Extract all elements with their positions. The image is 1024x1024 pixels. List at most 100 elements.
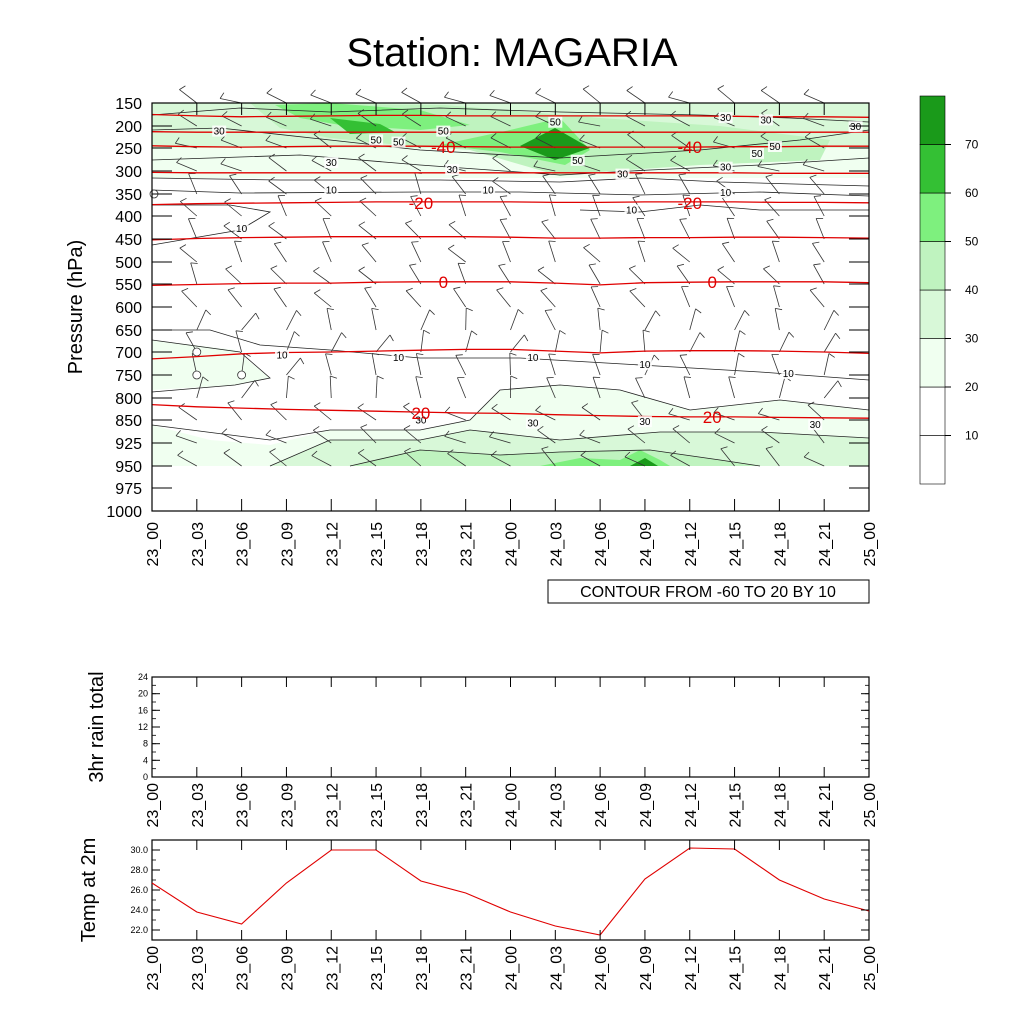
time-tick-label: 23_12	[324, 522, 341, 567]
colorbar-segment	[919, 289, 946, 339]
time-tick-label: 24_06	[593, 522, 610, 567]
wind-barb-flag	[492, 154, 499, 159]
contour-20-a	[151, 177, 870, 187]
time-tick-label: 23_18	[414, 522, 431, 567]
wind-barb-flag	[294, 331, 300, 337]
wind-barb-flag	[716, 176, 723, 182]
colorbar-segment	[919, 144, 946, 194]
pressure-axis: 1502002503003504004505005506006507007508…	[106, 96, 869, 521]
contour-label-bg	[369, 134, 384, 146]
wind-barb-shaft	[578, 121, 601, 127]
wind-barb-flag	[444, 406, 451, 413]
wind-barb-flag	[255, 312, 260, 320]
temperature-contour-label: 20	[411, 404, 430, 423]
wind-barb-flag	[223, 221, 231, 227]
contour-info-label: CONTOUR FROM -60 TO 20 BY 10	[580, 584, 836, 601]
wind-barb-flag	[833, 310, 839, 316]
time-tick-label: 25_00	[862, 946, 879, 991]
humidity-contour-label: 10	[483, 186, 495, 197]
pressure-tick-label: 700	[115, 345, 142, 362]
time-tick-label: 24_00	[504, 522, 521, 567]
wind-barb-flag	[803, 89, 810, 95]
wind-barb-shaft	[229, 175, 242, 195]
contour-label-bg	[525, 417, 540, 429]
wind-barb-flag	[221, 428, 228, 434]
wind-barb-shaft	[445, 411, 466, 421]
colorbar-segment	[919, 192, 946, 242]
contour-label-bg	[445, 164, 460, 175]
wind-barb-flag	[722, 241, 730, 245]
wind-barb-flag	[545, 309, 553, 311]
contour-label-bg	[718, 112, 733, 124]
time-tick-label: 23_09	[279, 783, 296, 828]
wind-barb-flag	[443, 159, 449, 167]
humidity-contour-label: 30	[326, 158, 338, 169]
wind-barb-flag	[581, 403, 589, 408]
wind-barb-flag	[268, 221, 275, 227]
wind-barb-shaft	[371, 308, 377, 331]
wind-barb-flag	[447, 244, 455, 250]
wind-barb-shaft	[535, 92, 556, 104]
pressure-tick-label: 500	[115, 255, 142, 272]
wind-barb-flag	[625, 110, 632, 117]
wind-barb-shaft	[496, 289, 511, 308]
wind-barb-flag	[632, 195, 640, 199]
wind-barb-flag	[269, 448, 276, 453]
humidity-contour-label: 50	[751, 149, 763, 160]
wind-barb-flag	[202, 376, 209, 382]
wind-barb-flag	[325, 353, 333, 355]
wind-barb-shaft	[626, 158, 646, 172]
humidity-contour-label: 50	[371, 135, 383, 146]
wind-barb-shaft	[537, 429, 556, 444]
wind-barb-shaft	[420, 330, 424, 353]
wind-barb-layer	[149, 85, 842, 467]
colorbar-tick-label: 70	[965, 138, 979, 152]
wind-barb-shaft	[636, 218, 646, 240]
pressure-tick-label: 300	[115, 164, 142, 181]
wind-barb-shaft	[778, 376, 786, 399]
time-tick-label: 24_06	[593, 946, 610, 991]
wind-barb-flag	[510, 375, 518, 379]
temperature-frame	[151, 839, 870, 941]
wind-barb-flag	[761, 109, 768, 114]
time-tick-label: 24_12	[683, 783, 700, 828]
time-axis: 23_00 23_03 23_06 23_09 23_12 23_15 23_18 23_21…	[145, 103, 879, 567]
wind-barb-shaft	[499, 219, 511, 240]
wind-barb-flag	[757, 160, 763, 167]
calm-wind-circle	[192, 370, 202, 380]
humidity-contour-label: 30	[527, 419, 539, 430]
wind-barb-flag	[266, 88, 273, 94]
wind-barb-shaft	[548, 353, 556, 376]
pressure-tick-label: 925	[115, 436, 142, 453]
wind-barb-flag	[401, 155, 408, 161]
wind-barb-shaft	[465, 330, 472, 353]
wind-barb-flag	[205, 309, 211, 316]
wind-barb-shaft	[582, 88, 601, 104]
time-tick-label: 23_03	[190, 783, 207, 828]
wind-barb-flag	[631, 400, 639, 403]
wind-barb-shaft	[757, 166, 780, 172]
humidity-contour-label: 50	[550, 118, 562, 129]
wind-barb-flag	[409, 263, 417, 266]
wind-barb-flag	[537, 266, 545, 271]
wind-barb-flag	[221, 111, 228, 117]
wind-barb-flag	[717, 266, 724, 271]
wind-barb-shaft	[597, 308, 601, 331]
wind-barb-shaft	[181, 290, 198, 308]
wind-barb-shaft	[409, 265, 422, 285]
wind-barb-shaft	[672, 247, 691, 263]
wind-barb-flag	[738, 352, 745, 358]
wind-barb-flag	[371, 308, 379, 310]
wind-barb-shaft	[175, 435, 197, 444]
wind-barb-shaft	[364, 287, 377, 308]
temperature-contour-label: 0	[707, 273, 716, 292]
time-tick-label: 23_15	[369, 783, 386, 828]
wind-barb-shaft	[221, 115, 242, 127]
wind-barb-flag	[490, 132, 497, 139]
wind-barb-shaft	[815, 218, 825, 240]
wind-barb-flag	[415, 376, 423, 378]
wind-barb-flag	[492, 177, 499, 182]
wind-barb-shaft	[774, 308, 780, 331]
time-tick-label: 23_21	[459, 522, 476, 567]
